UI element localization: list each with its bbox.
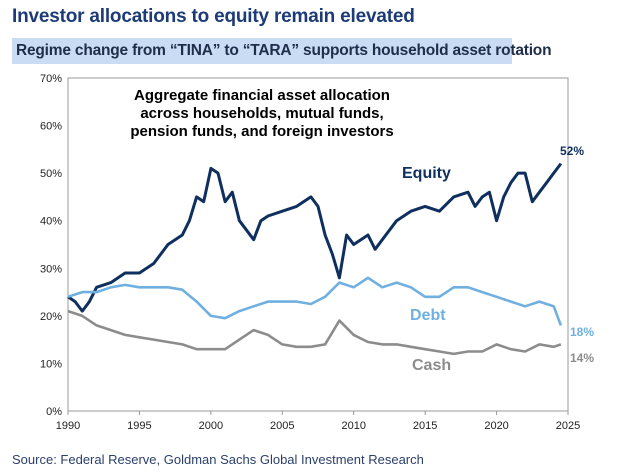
y-tick-label: 70%	[40, 73, 62, 85]
y-tick-label: 60%	[40, 121, 62, 133]
x-tick-label: 1995	[127, 420, 151, 432]
series-line-equity	[67, 162, 563, 313]
annotation-line-3: pension funds, and foreign investors	[130, 123, 393, 140]
y-tick-label: 20%	[40, 311, 62, 323]
chart-subtitle: Regime change from “TINA” to “TARA” supp…	[16, 42, 552, 59]
x-tick-label: 2025	[556, 420, 580, 432]
series-line-debt	[67, 276, 563, 326]
chart-title: Investor allocations to equity remain el…	[12, 6, 415, 27]
subtitle-band	[12, 38, 512, 64]
annotation-line-2: across households, mutual funds,	[140, 105, 383, 122]
x-tick-label: 2005	[270, 420, 294, 432]
x-tick-label: 1990	[56, 420, 80, 432]
series-label-cash: Cash	[412, 357, 451, 374]
x-tick-label: 2000	[199, 420, 223, 432]
source-note: Source: Federal Reserve, Goldman Sachs G…	[12, 452, 424, 467]
y-tick-label: 40%	[40, 216, 62, 228]
end-label-cash: 14%	[570, 351, 594, 365]
end-label-debt: 18%	[570, 325, 594, 339]
y-tick-label: 30%	[40, 263, 62, 275]
y-tick-label: 0%	[46, 406, 62, 418]
annotation-line-1: Aggregate financial asset allocation	[134, 87, 390, 104]
x-tick-label: 2010	[341, 420, 365, 432]
plot-frame	[67, 77, 569, 412]
y-axis-ticks: 0% 10% 20% 30% 40% 50% 60% 70%	[40, 73, 62, 418]
x-axis-ticks: 1990 1995 2000 2005 2010 2015 2020 2025	[56, 411, 580, 432]
series-label-debt: Debt	[410, 307, 446, 324]
x-tick-label: 2020	[484, 420, 508, 432]
y-tick-label: 50%	[40, 168, 62, 180]
series-lines	[67, 162, 563, 356]
x-tick-label: 2015	[413, 420, 437, 432]
y-tick-label: 10%	[40, 358, 62, 370]
series-line-cash	[67, 309, 562, 356]
series-label-equity: Equity	[402, 165, 451, 182]
end-label-equity: 52%	[560, 144, 584, 158]
